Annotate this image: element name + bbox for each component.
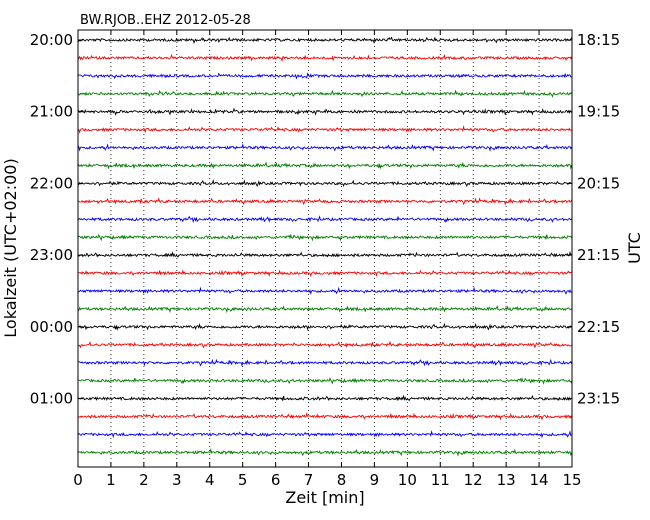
y-tick-label-right: 19:15 [577, 103, 620, 121]
chart-title: BW.RJOB..EHZ 2012-05-28 [80, 13, 251, 28]
x-tick-label: 2 [139, 471, 149, 489]
trace-line [77, 376, 573, 385]
trace-line [77, 233, 573, 242]
x-tick-label: 14 [530, 471, 549, 489]
plot-frame [77, 29, 573, 468]
x-tick-label: 9 [370, 471, 380, 489]
y-tick-label-right: 21:15 [577, 246, 620, 264]
x-axis: 0 1 2 3 4 5 6 7 8 9 10 11 12 13 14 15 [73, 30, 582, 489]
trace-line [77, 394, 572, 402]
x-tick-label: 12 [464, 471, 483, 489]
trace-line [77, 161, 573, 170]
trace-line [77, 429, 572, 439]
x-tick-label: 10 [398, 471, 417, 489]
x-tick-label: 11 [431, 471, 450, 489]
x-tick-label: 15 [562, 471, 581, 489]
trace-line [77, 304, 572, 314]
x-tick-label: 8 [337, 471, 347, 489]
x-tick-label: 7 [304, 471, 314, 489]
trace-line [77, 215, 572, 223]
y-tick-label-left: 21:00 [30, 103, 73, 121]
x-tick-label: 13 [497, 471, 516, 489]
trace-line [77, 125, 572, 134]
y-tick-label-right: 20:15 [577, 174, 620, 192]
trace-line [77, 89, 572, 98]
y-axis-left: 20:00 21:00 22:00 23:00 00:00 01:00 [30, 31, 83, 408]
x-axis-label: Zeit [min] [285, 488, 364, 507]
y-tick-label-left: 01:00 [30, 390, 73, 408]
y-tick-label-left: 22:00 [30, 174, 73, 192]
y-axis-right: 18:15 19:15 20:15 21:15 22:15 23:15 [567, 31, 620, 408]
x-tick-label: 1 [106, 471, 116, 489]
trace-line [77, 322, 572, 332]
y-tick-label-right: 23:15 [577, 390, 620, 408]
y-tick-label-left: 23:00 [30, 246, 73, 264]
y-tick-label-right: 18:15 [577, 31, 620, 49]
trace-line [77, 36, 573, 45]
trace-line [77, 340, 572, 349]
trace-line [78, 269, 572, 278]
trace-line [77, 53, 572, 63]
trace-line [77, 107, 572, 116]
grid-lines [110, 30, 540, 467]
y-axis-label-right: UTC [625, 232, 644, 264]
x-tick-label: 6 [271, 471, 281, 489]
trace-line [77, 250, 572, 258]
trace-line [77, 72, 572, 80]
trace-line [77, 412, 573, 421]
trace-group [77, 36, 573, 457]
trace-line [77, 358, 573, 367]
y-axis-label-left: Lokalzeit (UTC+02:00) [1, 158, 20, 337]
x-tick-label: 5 [238, 471, 248, 489]
y-tick-label-right: 22:15 [577, 318, 620, 336]
x-tick-label: 4 [205, 471, 215, 489]
x-tick-label: 0 [73, 471, 83, 489]
trace-line [77, 143, 572, 152]
y-tick-label-left: 00:00 [30, 318, 73, 336]
trace-line [77, 179, 572, 188]
trace-line [77, 286, 572, 296]
trace-line [77, 197, 572, 206]
trace-line [77, 447, 573, 457]
y-tick-label-left: 20:00 [30, 31, 73, 49]
x-tick-label: 3 [172, 471, 182, 489]
